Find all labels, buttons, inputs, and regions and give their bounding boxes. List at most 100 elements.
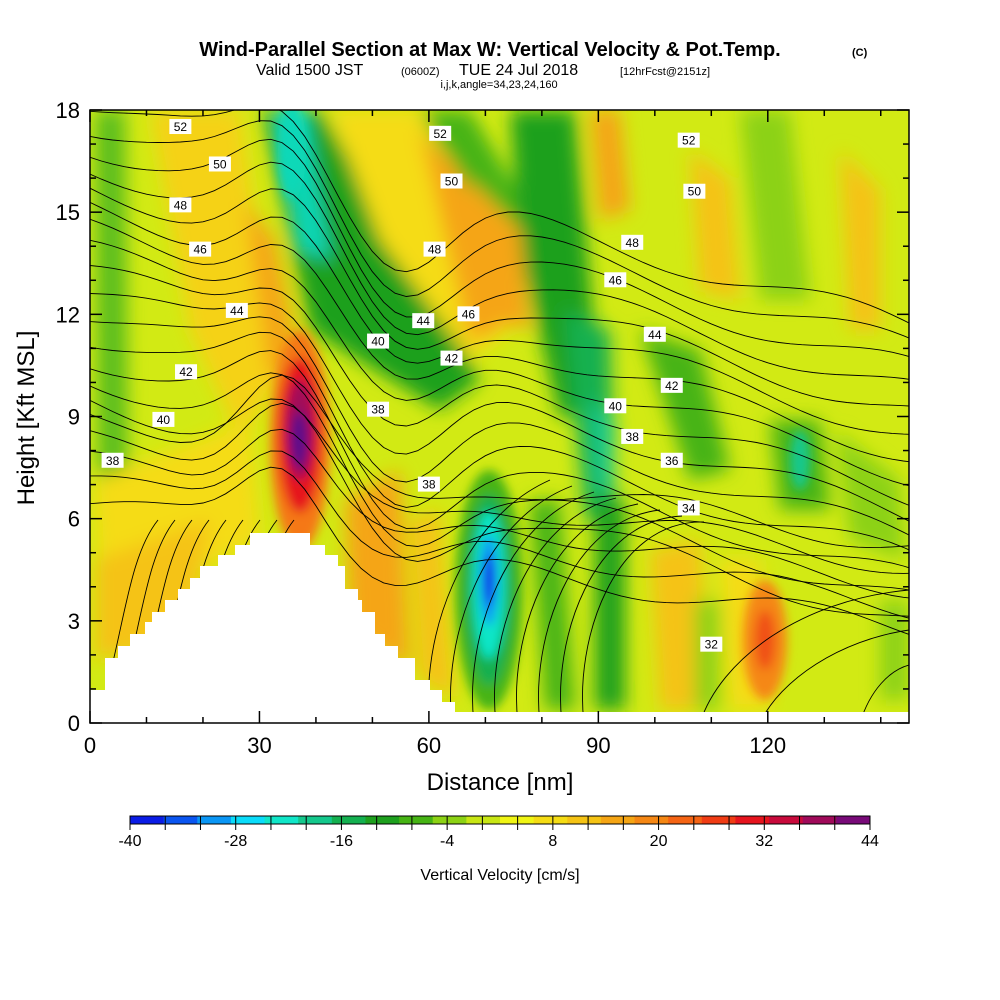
contour-label-box (677, 500, 700, 516)
contour-label-box (440, 350, 463, 366)
colorbar-tick-label: -16 (330, 833, 353, 850)
contour-label-box (175, 364, 198, 380)
contour-label: 40 (367, 333, 390, 349)
isentrope-line (450, 485, 573, 723)
chart-valid-time: Valid 1500 JST (256, 62, 364, 79)
contour-label: 38 (367, 401, 390, 417)
isentrope-line (472, 491, 595, 723)
colorbar-tick-label: 20 (650, 833, 668, 850)
contour-label-box (660, 452, 683, 468)
contour-label: 50 (208, 156, 231, 172)
contour-label-text: 50 (213, 157, 227, 171)
isentrope-line (90, 265, 909, 506)
contour-label-text: 48 (174, 198, 188, 212)
chart-valid-zulu: (0600Z) (401, 66, 440, 78)
contour-label: 48 (169, 197, 192, 213)
colorbar-swatch (331, 816, 366, 824)
contour-label: 50 (440, 173, 463, 189)
contour-label: 48 (621, 234, 644, 250)
contour-label: 32 (700, 636, 723, 652)
isentrope-line (560, 515, 683, 723)
colorbar-swatch (701, 816, 736, 824)
chart-title-suffix: (C) (852, 47, 868, 59)
contour-label-text: 38 (371, 403, 385, 417)
contour-label-text: 38 (422, 478, 436, 492)
isentrope-line (90, 161, 909, 380)
colorbar-swatch (264, 816, 299, 824)
updraft-core (291, 412, 307, 468)
updraft-column (410, 510, 455, 700)
isentrope-line (90, 187, 909, 407)
downdraft-core (484, 554, 494, 606)
isentrope-line (90, 239, 909, 487)
colorbar-swatch (230, 816, 266, 824)
contour-label-box (412, 313, 435, 329)
contour-label: 48 (423, 241, 446, 257)
colorbar-tick-label: -28 (224, 833, 247, 850)
contour-label-box (367, 333, 390, 349)
colorbar-swatch (432, 816, 467, 824)
contour-label-text: 34 (682, 501, 696, 515)
isentrope-line (90, 374, 909, 549)
downdraft-band (695, 600, 720, 710)
isentrope-line (90, 466, 909, 635)
contour-label: 52 (429, 125, 452, 141)
chart-valid-date: TUE 24 Jul 2018 (459, 62, 578, 79)
contour-label-box (621, 234, 644, 250)
colorbar: -40 -28 -16 -4 8 20 32 44 (118, 815, 879, 850)
downdraft-band (640, 330, 730, 480)
contour-label-box (683, 183, 706, 199)
isentrope-line (582, 521, 705, 723)
contour-labels: 52 50 48 46 44 42 40 38 52 50 48 46 44 40 42 38 38 52 50 48… (101, 119, 723, 652)
chart-grid-params: i,j,k,angle=34,23,24,160 (440, 79, 557, 91)
updraft-core (755, 610, 775, 670)
contour-label-box (152, 411, 175, 427)
contour-label-text: 46 (609, 273, 623, 287)
contour-label: 46 (189, 241, 212, 257)
contour-label-text: 42 (445, 352, 459, 366)
contour-label-box (457, 306, 480, 322)
contour-label-text: 40 (371, 335, 385, 349)
chart-forecast-info: [12hrFcst@2151z] (620, 66, 710, 78)
contour-label: 44 (412, 313, 435, 329)
warm-ridge (245, 200, 300, 380)
downdraft-band (835, 430, 905, 560)
chart-title: Wind-Parallel Section at Max W: Vertical… (199, 39, 780, 61)
colorbar-swatch (735, 816, 770, 824)
contour-label-text: 48 (626, 236, 640, 250)
isentrope-line (90, 110, 909, 324)
contour-label-text: 40 (609, 399, 623, 413)
contour-label-box (367, 401, 390, 417)
colorbar-swatch (802, 816, 837, 824)
contour-label: 44 (225, 302, 248, 318)
downdraft-band (880, 600, 909, 700)
colorbar-swatch (298, 816, 333, 824)
contour-label: 40 (604, 398, 627, 414)
colorbar-swatch (399, 816, 434, 824)
contour-label: 36 (660, 452, 683, 468)
downdraft-band (590, 400, 615, 490)
contour-label: 38 (417, 476, 440, 492)
contour-label: 46 (604, 272, 627, 288)
contour-label-box (621, 428, 644, 444)
contour-label-text: 44 (648, 328, 662, 342)
isentrope-line (90, 450, 909, 619)
contour-label-box (208, 156, 231, 172)
colorbar-swatch (567, 816, 602, 824)
colorbar-title: Vertical Velocity [cm/s] (420, 867, 579, 884)
isentrope-line (759, 629, 909, 723)
colorbar-tick-label: 8 (548, 833, 557, 850)
colorbar-swatch (466, 816, 501, 824)
contour-label-text: 32 (705, 638, 719, 652)
contour-label-text: 46 (462, 307, 476, 321)
y-tick-label: 6 (68, 507, 80, 532)
contour-label-box (440, 173, 463, 189)
contour-label: 52 (169, 119, 192, 135)
contour-label-box (225, 302, 248, 318)
ground-strip (455, 712, 909, 723)
downdraft-core (790, 430, 810, 490)
y-tick-label: 9 (68, 405, 80, 430)
contour-label-box (643, 326, 666, 342)
isentrope-line (90, 201, 909, 435)
